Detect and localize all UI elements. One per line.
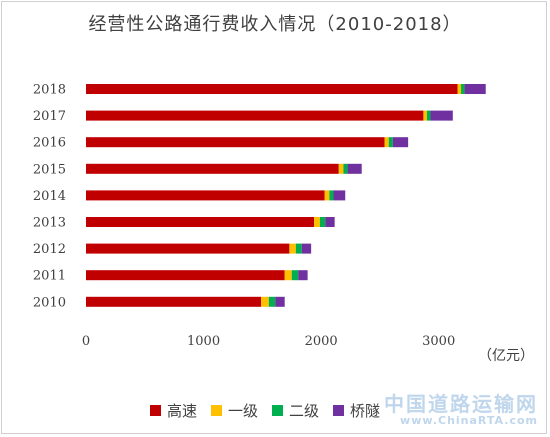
bar-2017-series-3 bbox=[430, 110, 453, 121]
bar-2013-series-2 bbox=[319, 217, 326, 227]
legend-swatch bbox=[272, 404, 284, 416]
bar-2015-series-2 bbox=[343, 163, 348, 174]
bar-2016-series-1 bbox=[384, 137, 389, 148]
bar-2010-series-3 bbox=[275, 296, 285, 307]
bar-2012-series-2 bbox=[295, 243, 302, 254]
legend-item: 高速 bbox=[150, 400, 197, 421]
bar-2015-series-0 bbox=[86, 163, 339, 174]
bar-2010-series-1 bbox=[261, 296, 269, 307]
bar-2015-series-3 bbox=[347, 163, 362, 174]
y-tick-label: 2015 bbox=[33, 162, 66, 177]
bar-2012-series-0 bbox=[86, 243, 290, 254]
y-tick-label: 2013 bbox=[33, 216, 66, 231]
bar-2017-series-1 bbox=[423, 110, 427, 121]
legend-label: 一级 bbox=[228, 401, 259, 420]
legend-swatch bbox=[211, 404, 223, 416]
x-axis-labels: 0 1000 2000 3000 bbox=[82, 334, 455, 349]
bar-2016-series-0 bbox=[86, 137, 385, 148]
bar-2010-series-0 bbox=[86, 296, 262, 307]
bar-2013-series-1 bbox=[314, 217, 320, 227]
bar-2012-series-3 bbox=[301, 243, 312, 254]
x-axis-unit: （亿元） bbox=[478, 348, 534, 364]
x-tick-label: 2000 bbox=[305, 334, 338, 349]
y-tick-label: 2016 bbox=[33, 136, 66, 151]
bar-2017-series-2 bbox=[426, 110, 431, 121]
legend-swatch bbox=[333, 404, 345, 416]
x-tick-label: 0 bbox=[82, 334, 90, 349]
x-tick-label: 3000 bbox=[422, 334, 455, 349]
bar-2015-series-1 bbox=[338, 163, 344, 174]
bar-2014-series-1 bbox=[324, 190, 330, 201]
legend: 高速 一级 二级 桥隧 bbox=[150, 400, 380, 420]
y-axis-labels: 2010 2011 2012 2013 2014 2015 2016 2017 2018 bbox=[33, 83, 66, 311]
bar-2018-series-1 bbox=[457, 84, 462, 94]
bar-2018-series-2 bbox=[461, 84, 465, 94]
legend-item: 二级 bbox=[272, 400, 319, 421]
legend-item: 桥隧 bbox=[333, 400, 380, 421]
bar-2013-series-3 bbox=[325, 217, 335, 227]
bar-2012-series-1 bbox=[289, 243, 296, 254]
legend-label: 桥隧 bbox=[350, 401, 381, 420]
bar-2018-series-0 bbox=[86, 84, 458, 94]
legend-item: 一级 bbox=[211, 400, 258, 421]
bar-2011-series-0 bbox=[86, 270, 285, 281]
bar-2016-series-2 bbox=[388, 137, 393, 148]
y-tick-label: 2010 bbox=[33, 295, 66, 310]
bar-2014-series-0 bbox=[86, 190, 325, 201]
y-tick-label: 2017 bbox=[33, 109, 66, 124]
watermark-en: www.ChinaRTA.com bbox=[400, 414, 538, 428]
bar-2011-series-1 bbox=[284, 270, 292, 281]
legend-label: 高速 bbox=[167, 401, 198, 420]
y-tick-label: 2012 bbox=[33, 242, 66, 257]
y-tick-label: 2011 bbox=[33, 269, 66, 284]
watermark-cn: 中国道路运输网 bbox=[384, 392, 538, 417]
x-tick-label: 1000 bbox=[187, 334, 220, 349]
watermark: 中国道路运输网 www.ChinaRTA.com bbox=[384, 394, 538, 427]
bar-2010-series-2 bbox=[268, 296, 276, 307]
bars-group bbox=[86, 84, 486, 307]
legend-label: 二级 bbox=[289, 401, 320, 420]
bar-2011-series-3 bbox=[298, 270, 308, 281]
bar-2017-series-0 bbox=[86, 110, 424, 121]
bar-2018-series-3 bbox=[464, 84, 486, 94]
bar-2016-series-3 bbox=[392, 137, 409, 148]
legend-swatch bbox=[150, 404, 161, 416]
y-tick-label: 2018 bbox=[33, 83, 66, 98]
bar-2013-series-0 bbox=[86, 217, 315, 227]
bar-2014-series-2 bbox=[329, 190, 334, 201]
bar-2014-series-3 bbox=[333, 190, 346, 201]
chart-title: 经营性公路通行费收入情况（2010-2018） bbox=[88, 14, 462, 35]
bar-2011-series-2 bbox=[291, 270, 299, 281]
y-tick-label: 2014 bbox=[33, 189, 66, 204]
